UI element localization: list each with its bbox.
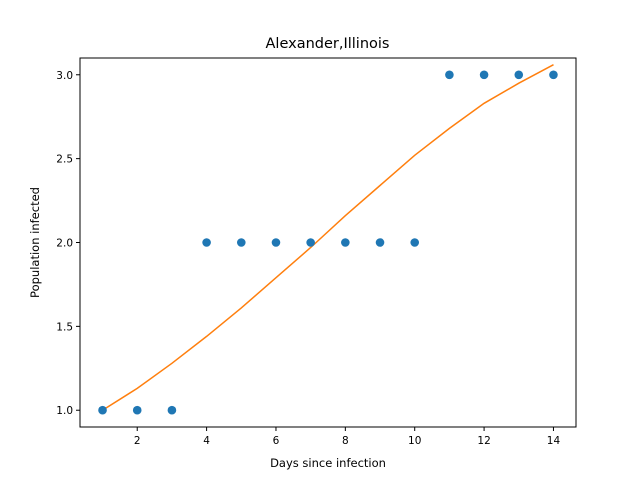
data-point: [167, 405, 177, 415]
data-point: [514, 70, 524, 80]
data-point: [271, 238, 281, 247]
data-point: [236, 238, 246, 247]
x-tick-label: 12: [477, 435, 490, 447]
y-tick-label: 2.5: [56, 154, 73, 166]
x-tick-label: 2: [134, 435, 141, 447]
y-tick-label: 1.0: [56, 405, 73, 417]
data-point: [306, 238, 315, 247]
y-tick-label: 3.0: [56, 70, 73, 82]
x-tick-label: 8: [342, 435, 349, 447]
x-tick-label: 10: [408, 435, 421, 447]
x-axis-label: Days since infection: [270, 456, 386, 470]
data-point: [202, 238, 211, 247]
x-tick-label: 14: [547, 435, 561, 447]
plot-area: [98, 64, 558, 415]
data-point: [549, 70, 558, 80]
data-point: [410, 238, 420, 247]
axes-frame: [79, 57, 577, 428]
data-point: [132, 405, 142, 415]
data-point: [341, 238, 350, 247]
data-point: [479, 70, 489, 80]
x-axis-ticks: 2 4 6 8 10 12 14: [134, 427, 561, 447]
fit-line: [102, 64, 554, 411]
y-axis-label: Population infected: [28, 187, 42, 298]
data-point: [375, 238, 385, 247]
y-tick-label: 2.0: [56, 238, 73, 250]
chart-title: Alexander,Illinois: [266, 36, 390, 52]
y-tick-label: 1.5: [56, 321, 73, 333]
x-tick-label: 4: [203, 435, 210, 447]
x-tick-label: 6: [273, 435, 280, 447]
data-point: [445, 70, 454, 80]
data-point: [98, 405, 107, 415]
y-axis-ticks: 1.0 1.5 2.0 2.5 3.0: [56, 70, 80, 417]
